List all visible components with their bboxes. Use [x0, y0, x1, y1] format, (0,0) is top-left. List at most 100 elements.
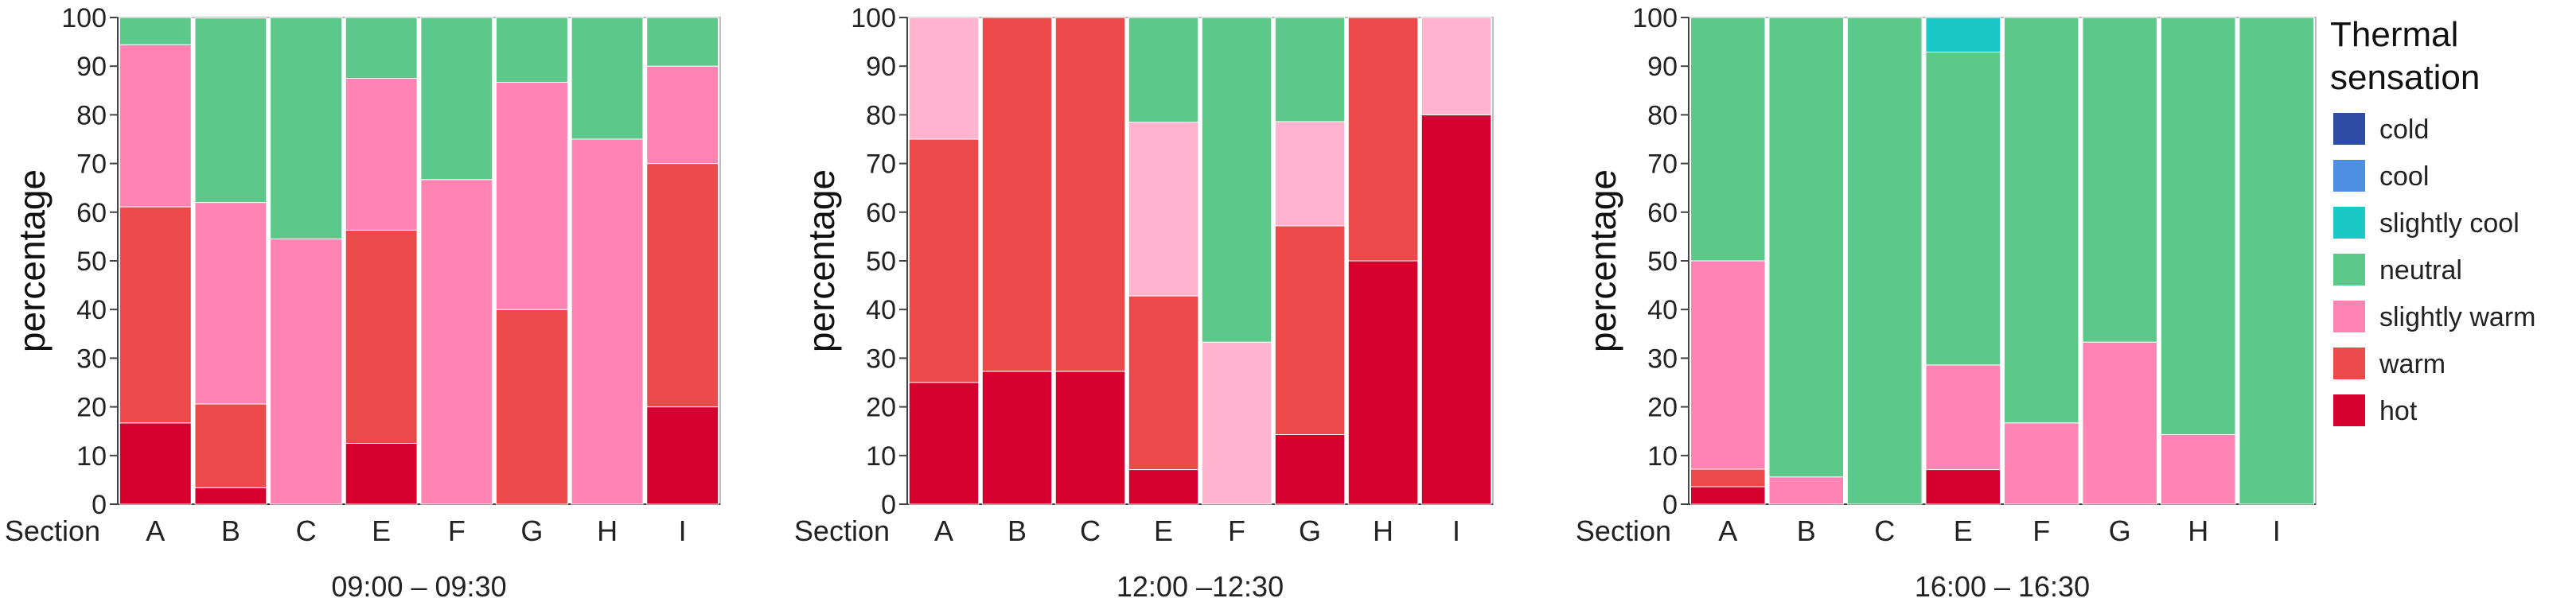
- x-tick-label: F: [448, 515, 466, 547]
- bar-segment-hot-B: [981, 371, 1053, 505]
- bar-segment-hot-C: [1054, 371, 1126, 505]
- x-axis-label: Section: [1576, 515, 1671, 547]
- legend-swatch: [2333, 394, 2365, 426]
- x-tick-label: E: [372, 515, 391, 547]
- y-tick-label: 10: [866, 441, 896, 472]
- y-tick-label: 20: [1647, 393, 1678, 423]
- y-tick-label: 40: [1647, 295, 1678, 325]
- bar-segment-neutral-A: [1689, 17, 1766, 262]
- bar-segment-neutral-G: [2082, 17, 2158, 343]
- bar-segment-warm-A: [119, 206, 192, 424]
- bar-segment-slightly-warm-H: [2160, 433, 2236, 505]
- bar-segment-hot-G: [1274, 433, 1346, 505]
- bar-segment-slightly-warm-G: [2082, 341, 2158, 505]
- y-tick-label: 90: [76, 52, 107, 82]
- bar-segment-neutral-G: [495, 17, 568, 83]
- y-tick-label: 50: [1647, 247, 1678, 277]
- bar-segment-neutral-F: [420, 17, 493, 181]
- x-tick-label: E: [1954, 515, 1973, 547]
- y-tick-label: 40: [76, 295, 107, 325]
- y-tick-label: 60: [1647, 198, 1678, 228]
- bar-segment-neutral-G: [1274, 17, 1346, 122]
- x-tick-label: C: [296, 515, 317, 547]
- legend: Thermal sensation cold cool slightly cool neu…: [2330, 15, 2535, 426]
- x-tick-label: C: [1080, 515, 1101, 547]
- y-axis-label: percentage: [1582, 169, 1623, 352]
- bar-segment-neutral-H: [2160, 17, 2236, 435]
- y-axis-label: percentage: [11, 169, 53, 352]
- bar-segment-slightly-warm-I: [1421, 17, 1492, 115]
- y-tick-label: 80: [866, 100, 896, 130]
- bar-segment-warm-G: [495, 309, 568, 505]
- x-tick-label: A: [146, 515, 165, 547]
- bar-segment-neutral-E: [1128, 17, 1199, 123]
- y-tick-label: 10: [1647, 441, 1678, 472]
- y-tick-label: 0: [1662, 490, 1678, 520]
- panel-2: 0 10 20 30 40 50 60 70 80 90 100 percentage A B C E F G H I…: [794, 3, 1494, 602]
- y-tick-label: 100: [61, 3, 107, 33]
- x-axis-label: Section: [5, 515, 100, 547]
- legend-swatch: [2333, 113, 2365, 145]
- panel-title: 16:00 – 16:30: [1915, 570, 2090, 602]
- bar-segment-neutral-A: [119, 17, 192, 45]
- x-tick-label: A: [934, 515, 953, 547]
- bar-segment-warm-I: [646, 163, 719, 408]
- bar-segment-hot-A: [908, 382, 980, 505]
- bar-segment-neutral-I: [2239, 17, 2315, 505]
- x-tick-label: I: [2273, 515, 2281, 547]
- bar-segment-hot-A: [1689, 486, 1766, 505]
- legend-title: Thermal: [2330, 15, 2458, 54]
- y-tick-label: 100: [851, 3, 896, 33]
- y-tick-label: 70: [1647, 150, 1678, 180]
- bar-segment-slightly-warm-A: [119, 44, 192, 208]
- y-tick-label: 30: [76, 344, 107, 374]
- x-tick-label: H: [2188, 515, 2208, 547]
- bar-segment-slightly-warm-E: [345, 78, 418, 231]
- x-tick-label: H: [597, 515, 618, 547]
- x-tick-label: G: [2109, 515, 2131, 547]
- bar-segment-slightly-warm-F: [2003, 422, 2079, 505]
- bar-segment-slightly-warm-F: [1201, 341, 1272, 505]
- x-tick-label: F: [1228, 515, 1245, 547]
- bar-segment-warm-E: [1128, 295, 1199, 471]
- bar-segment-warm-A: [1689, 468, 1766, 487]
- panel-title: 09:00 – 09:30: [331, 570, 506, 602]
- bar-segment-warm-H: [1347, 17, 1419, 262]
- y-tick-label: 50: [866, 247, 896, 277]
- y-tick-label: 80: [76, 100, 107, 130]
- bar-segment-hot-I: [646, 406, 719, 505]
- legend-item-label: slightly cool: [2379, 208, 2519, 239]
- y-tick-label: 30: [1647, 344, 1678, 374]
- legend-swatch: [2333, 254, 2365, 285]
- y-tick-label: 20: [866, 393, 896, 423]
- legend-swatch: [2333, 160, 2365, 192]
- bar-segment-warm-G: [1274, 225, 1346, 435]
- x-tick-label: B: [1007, 515, 1027, 547]
- y-tick-label: 90: [1647, 52, 1678, 82]
- legend-swatch: [2333, 301, 2365, 332]
- x-tick-label: C: [1874, 515, 1895, 547]
- legend-item-label: neutral: [2379, 255, 2462, 285]
- bar-segment-neutral-C: [1846, 17, 1923, 505]
- bar-segment-warm-B: [194, 403, 267, 488]
- bar-segment-hot-I: [1421, 114, 1492, 505]
- panel-title: 12:00 –12:30: [1117, 570, 1284, 602]
- bar-segment-neutral-E: [1925, 51, 2001, 366]
- bar-segment-neutral-I: [646, 17, 719, 67]
- legend-item-label: slightly warm: [2379, 302, 2535, 332]
- bar-segment-slightly-warm-I: [646, 65, 719, 165]
- x-tick-label: G: [520, 515, 543, 547]
- bar-segment-slightly-warm-H: [571, 138, 644, 505]
- y-tick-label: 50: [76, 247, 107, 277]
- bar-segment-slightly-warm-E: [1128, 122, 1199, 297]
- bar-segment-slightly-warm-B: [194, 202, 267, 405]
- x-tick-label: H: [1373, 515, 1393, 547]
- y-tick-label: 80: [1647, 100, 1678, 130]
- x-axis-label: Section: [794, 515, 890, 547]
- bar-segment-neutral-B: [194, 17, 267, 204]
- bar-segment-warm-A: [908, 138, 980, 383]
- bar-segment-hot-A: [119, 422, 192, 505]
- x-tick-label: F: [2032, 515, 2050, 547]
- bar-segment-slightly-warm-G: [1274, 121, 1346, 227]
